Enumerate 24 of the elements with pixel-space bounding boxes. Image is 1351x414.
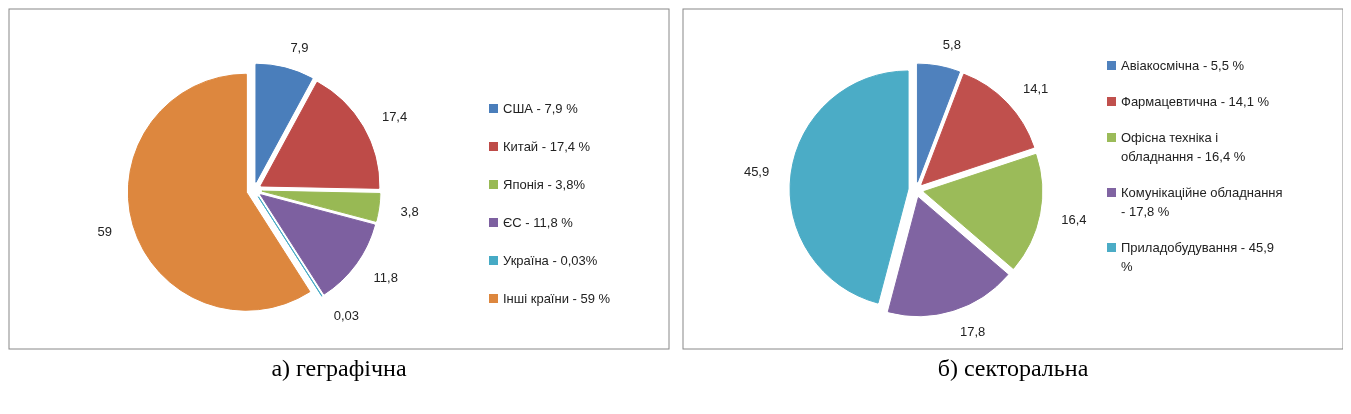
data-label: 17,4 (381, 108, 408, 124)
data-label: 45,9 (743, 163, 770, 179)
data-label: 0,03 (333, 307, 360, 323)
legend-label: Авіакосмічна - 5,5 % (1121, 58, 1245, 73)
legend-label: Китай - 17,4 % (503, 139, 591, 154)
data-label: 14,1 (1022, 80, 1049, 96)
data-label: 59 (97, 224, 112, 240)
legend-label: Комунікаційне обладнання - 17,8 % (1121, 185, 1283, 219)
data-label: 7,9 (290, 39, 309, 55)
legend-label: Фармацевтична - 14,1 % (1121, 94, 1270, 109)
legend-label: ЄС - 11,8 % (503, 215, 574, 230)
data-label: 11,8 (373, 270, 398, 286)
legend-label: Офісна техніка і обладнання - 16,4 % (1121, 130, 1246, 164)
data-label: 5,8 (942, 37, 961, 53)
legend-label: Україна - 0,03% (503, 253, 598, 268)
text: б) секторальна (937, 355, 1089, 381)
legend-label: Японія - 3,8% (503, 177, 586, 192)
legend-label: Приладобудування - 45,9 % (1121, 240, 1275, 274)
legend-label: Інші країни - 59 % (503, 291, 611, 306)
data-label: 16,4 (1061, 211, 1087, 227)
data-label: 3,8 (400, 203, 419, 219)
legend-label: США - 7,9 % (503, 101, 579, 116)
text: а) геграфічна (271, 355, 407, 381)
data-label: 17,8 (959, 324, 986, 340)
